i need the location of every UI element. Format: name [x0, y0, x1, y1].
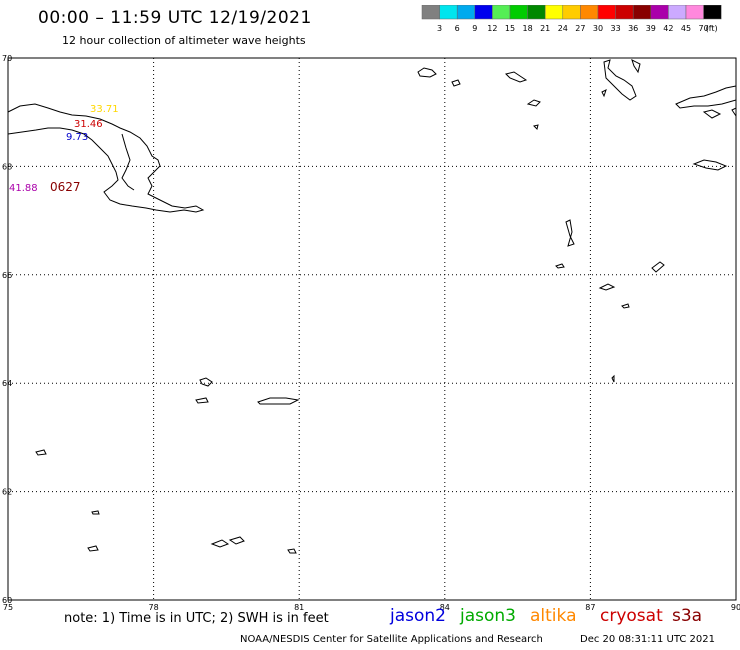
legend-label: 18: [523, 24, 533, 33]
obs-time: 0627: [50, 180, 81, 194]
wave-height-legend: 3 6 9 12 15 18 21 24 27 30 33 36 39 42 45 70 (ft): [421, 5, 731, 35]
legend-label: 30: [593, 24, 603, 33]
sat-altika: altika: [530, 606, 577, 626]
graticule: [8, 58, 736, 600]
legend-label: 24: [558, 24, 568, 33]
legend-label: 45: [681, 24, 691, 33]
map-subtitle: 12 hour collection of altimeter wave hei…: [62, 34, 306, 47]
obs-value-3: 9.73: [66, 132, 88, 143]
legend-label: 6: [455, 24, 460, 33]
lat-tick-label: 64: [2, 379, 12, 388]
generated-timestamp: Dec 20 08:31:11 UTC 2021: [580, 634, 715, 645]
legend-label: 27: [575, 24, 585, 33]
legend-label: 15: [505, 24, 515, 33]
observation-labels: 33.71 31.46 9.73 41.88 0627: [9, 104, 119, 194]
sat-s3a: s3a: [672, 606, 703, 626]
lat-tick-label: 62: [2, 488, 12, 497]
legend-label: 9: [472, 24, 477, 33]
sat-jason2: jason2: [390, 606, 446, 626]
legend-label: 70: [699, 24, 709, 33]
legend-label: 21: [540, 24, 550, 33]
obs-value-1: 33.71: [90, 104, 119, 115]
map-frame: [7, 57, 737, 601]
axis-labels: 75 78 81 84 87 90 70 68 66 64 62 60: [2, 54, 740, 612]
lon-tick-label: 84: [440, 603, 450, 612]
legend-label: 36: [628, 24, 638, 33]
credit-text: NOAA/NESDIS Center for Satellite Applica…: [240, 634, 543, 645]
obs-value-4: 41.88: [9, 183, 38, 194]
lon-tick-label: 81: [294, 603, 304, 612]
legend-unit: (ft): [706, 24, 718, 33]
legend-label: 33: [611, 24, 621, 33]
lat-tick-label: 66: [2, 271, 12, 280]
legend-label: 3: [437, 24, 442, 33]
legend-label: 39: [646, 24, 656, 33]
sat-cryosat: cryosat: [600, 606, 663, 626]
obs-value-2: 31.46: [74, 119, 103, 130]
footer-note: note: 1) Time is in UTC; 2) SWH is in fe…: [64, 611, 329, 626]
legend-swatch: [703, 5, 722, 20]
lon-tick-label: 75: [3, 603, 13, 612]
lat-tick-label: 68: [2, 162, 12, 171]
legend-label: 42: [663, 24, 673, 33]
legend-label: 12: [487, 24, 497, 33]
lon-tick-label: 78: [149, 603, 159, 612]
map-title: 00:00 – 11:59 UTC 12/19/2021: [38, 8, 312, 28]
lon-tick-label: 87: [585, 603, 595, 612]
coastline: [7, 59, 737, 554]
lon-tick-label: 90: [731, 603, 740, 612]
lat-tick-label: 70: [2, 54, 12, 63]
lat-tick-label: 60: [2, 596, 12, 605]
sat-jason3: jason3: [460, 606, 516, 626]
